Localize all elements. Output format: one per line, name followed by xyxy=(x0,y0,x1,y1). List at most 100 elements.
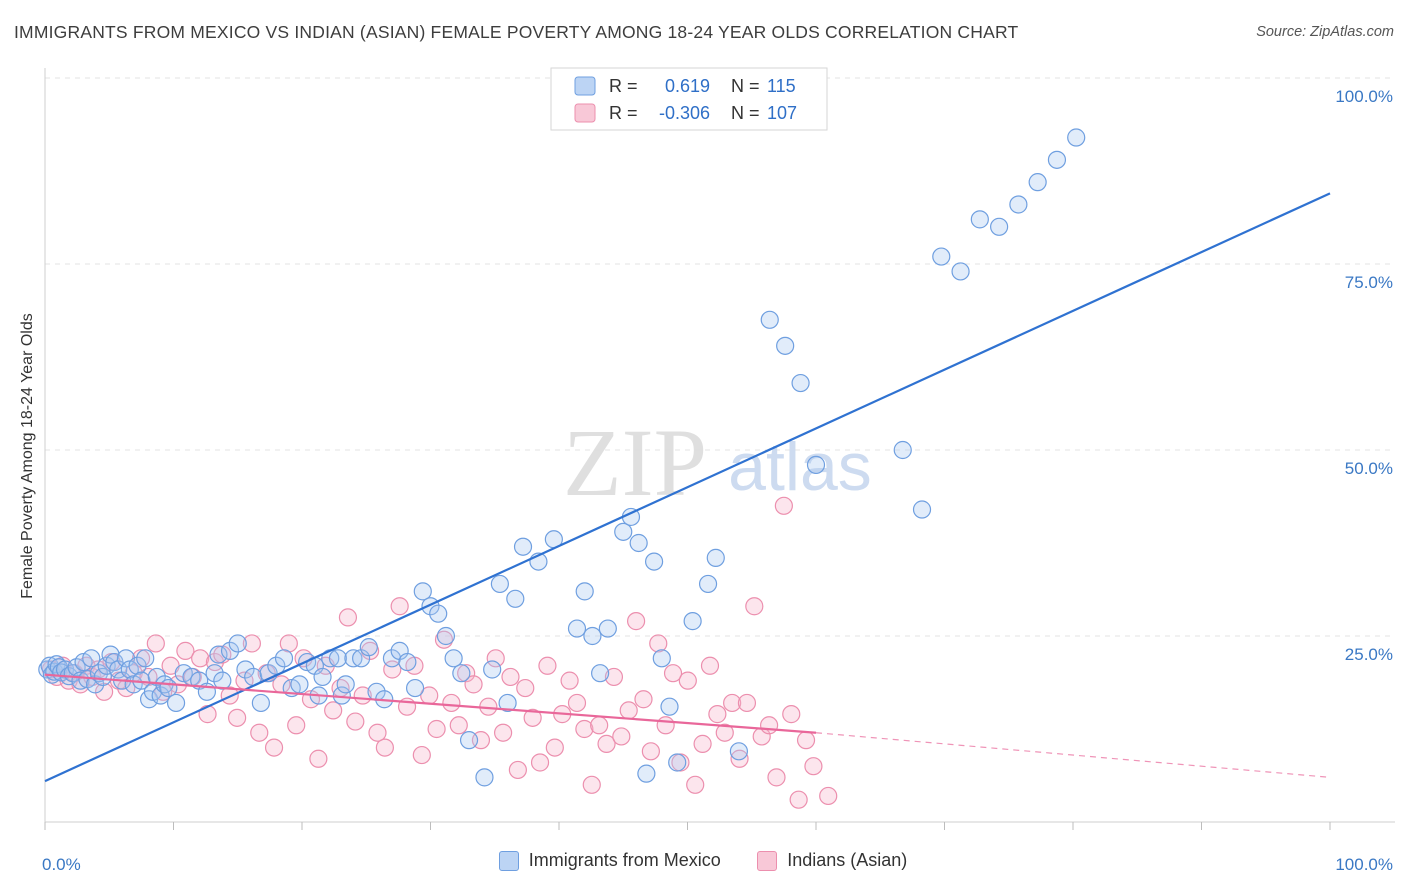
mexico-point-95 xyxy=(652,649,671,668)
mexico-point-58 xyxy=(328,649,348,668)
indians-point-59 xyxy=(464,675,483,694)
indians-point-90 xyxy=(693,734,712,753)
indians-point-80 xyxy=(619,701,638,720)
mexico-point-77 xyxy=(475,768,494,787)
indians-point-82 xyxy=(634,690,653,709)
indians-point-62 xyxy=(486,649,505,668)
mexico-point-60 xyxy=(336,675,355,694)
indians-point-65 xyxy=(508,760,527,780)
legend-swatch-mexico-bottom xyxy=(498,850,519,871)
indians-point-78 xyxy=(604,667,624,687)
legend-n-value-indians: 107 xyxy=(767,103,797,123)
mexico-point-97 xyxy=(668,753,687,772)
indians-point-20 xyxy=(176,641,195,660)
legend-item-indians[interactable]: Indians (Asian) xyxy=(757,850,907,871)
legend-n-label-mexico: N = xyxy=(731,76,760,96)
indians-point-92 xyxy=(708,705,727,724)
series-indians-points xyxy=(41,496,838,809)
mexico-point-87 xyxy=(583,626,602,646)
mexico-point-92 xyxy=(629,533,648,553)
mexico-point-17 xyxy=(93,667,112,687)
indians-point-72 xyxy=(560,671,579,690)
stats-legend: R = 0.619 N = 115 R = -0.306 N = 107 xyxy=(550,67,828,131)
indians-point-54 xyxy=(427,719,446,739)
mexico-point-93 xyxy=(637,764,656,783)
indians-point-96 xyxy=(737,693,757,713)
mexico-point-74 xyxy=(444,649,463,668)
gridlines xyxy=(45,77,1395,637)
mexico-point-15 xyxy=(86,675,105,694)
indians-point-97 xyxy=(745,597,764,616)
mexico-point-101 xyxy=(729,742,749,761)
mexico-point-86 xyxy=(575,582,594,601)
legend-item-mexico[interactable]: Immigrants from Mexico xyxy=(498,850,721,871)
mexico-point-111 xyxy=(990,217,1009,236)
mexico-point-81 xyxy=(506,589,525,608)
y-tick-labels: 25.0% 50.0% 75.0% 100.0% xyxy=(1335,87,1393,664)
indians-point-84 xyxy=(649,634,668,653)
mexico-point-66 xyxy=(382,649,402,668)
mexico-point-45 xyxy=(236,660,255,679)
mexico-point-26 xyxy=(128,656,147,675)
trend-lines xyxy=(44,192,1331,783)
indians-point-63 xyxy=(494,723,513,742)
indians-point-79 xyxy=(612,727,631,746)
mexico-point-82 xyxy=(513,537,533,556)
mexico-point-80 xyxy=(498,693,517,713)
legend-swatch-indians-bottom xyxy=(757,850,778,871)
indians-point-49 xyxy=(390,597,409,616)
watermark-zip: ZIP xyxy=(563,409,707,516)
y-tick-label-2: 75.0% xyxy=(1345,273,1393,292)
indians-point-66 xyxy=(516,678,535,698)
mexico-point-32 xyxy=(151,686,170,705)
mexico-point-99 xyxy=(698,574,718,594)
mexico-point-78 xyxy=(483,660,502,679)
legend-n-value-mexico: 115 xyxy=(767,76,796,96)
indians-point-22 xyxy=(191,649,210,668)
indians-point-105 xyxy=(804,757,823,776)
mexico-point-114 xyxy=(1047,150,1067,169)
watermark-atlas: atlas xyxy=(728,429,872,505)
legend-swatch-mexico xyxy=(574,76,596,96)
x-tick-labels: 0.0% 100.0% xyxy=(42,855,1393,874)
mexico-point-42 xyxy=(213,671,232,690)
mexico-point-43 xyxy=(220,641,240,660)
legend-r-value-mexico: 0.619 xyxy=(665,76,710,96)
indians-point-75 xyxy=(582,775,601,794)
mexico-point-102 xyxy=(760,310,779,329)
indians-point-85 xyxy=(656,716,675,735)
mexico-point-61 xyxy=(344,649,363,668)
mexico-point-113 xyxy=(1028,173,1047,192)
legend-r-label-indians: R = xyxy=(609,103,638,123)
mexico-point-110 xyxy=(970,210,989,229)
trend-line-indians-extension xyxy=(815,732,1331,778)
indians-point-58 xyxy=(457,664,476,683)
indians-point-83 xyxy=(641,742,660,761)
mexico-point-109 xyxy=(951,262,970,281)
indians-point-77 xyxy=(597,734,616,753)
indians-point-67 xyxy=(523,708,542,727)
indians-point-93 xyxy=(715,723,734,742)
indians-point-88 xyxy=(678,671,697,690)
mexico-point-103 xyxy=(776,336,795,355)
mexico-point-79 xyxy=(490,574,509,594)
mexico-point-106 xyxy=(893,440,912,460)
indians-point-57 xyxy=(449,716,468,735)
indians-point-27 xyxy=(228,708,247,727)
legend-label-indians: Indians (Asian) xyxy=(787,850,908,870)
indians-point-102 xyxy=(782,705,801,724)
mexico-point-69 xyxy=(405,678,425,698)
indians-point-104 xyxy=(796,731,816,750)
mexico-point-47 xyxy=(251,693,270,713)
mexico-point-115 xyxy=(1067,128,1086,147)
indians-point-101 xyxy=(774,496,793,515)
mexico-point-28 xyxy=(136,649,155,668)
mexico-point-105 xyxy=(806,455,826,474)
indians-point-64 xyxy=(501,667,520,687)
indians-point-76 xyxy=(590,716,609,735)
mexico-point-85 xyxy=(567,619,587,638)
mexico-point-41 xyxy=(209,645,228,664)
legend-swatch-indians xyxy=(574,103,596,123)
indians-point-91 xyxy=(700,656,720,675)
